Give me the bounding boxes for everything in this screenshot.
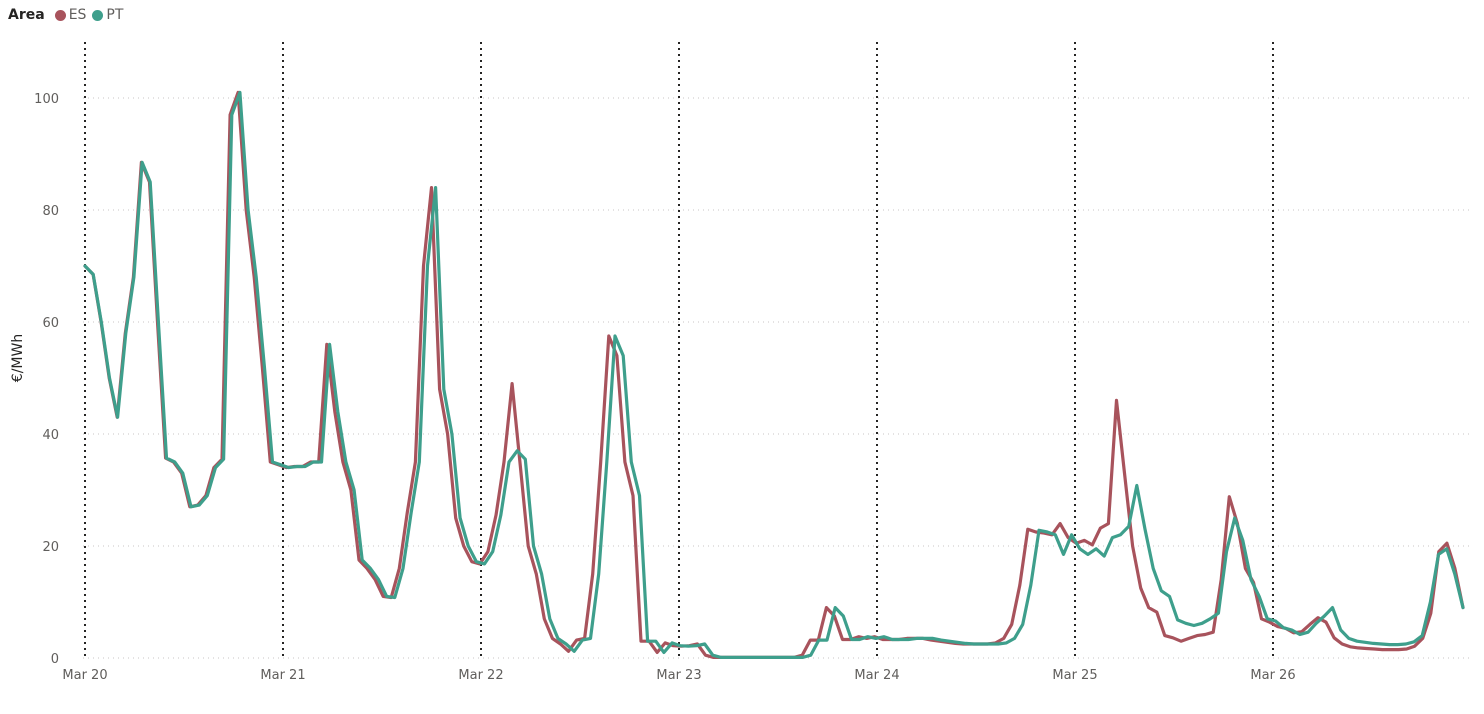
series-line-es[interactable] <box>83 90 1465 660</box>
series-line-pt[interactable] <box>83 90 1465 660</box>
legend-dot-es-icon <box>54 9 66 21</box>
x-tick-label: Mar 20 <box>62 668 107 683</box>
y-tick-label: 20 <box>42 540 59 555</box>
y-tick-label: 40 <box>42 428 59 443</box>
x-tick-label: Mar 22 <box>458 668 503 683</box>
legend-dot-pt-icon <box>92 9 104 21</box>
day-separator-lines <box>84 42 1274 660</box>
y-axis-ticks: 0 20 40 60 80 100 <box>34 92 59 667</box>
x-tick-label: Mar 21 <box>260 668 305 683</box>
legend-label-es: ES <box>68 7 87 23</box>
y-tick-label: 80 <box>42 204 59 219</box>
y-axis-title: €/MWh <box>10 334 26 382</box>
y-tick-label: 0 <box>51 652 59 667</box>
legend-label-pt: PT <box>106 7 124 23</box>
legend-title: Area <box>8 7 45 23</box>
grid-lines <box>83 97 1471 659</box>
y-tick-label: 60 <box>42 316 59 331</box>
x-tick-label: Mar 24 <box>854 668 899 683</box>
legend: Area ES PT <box>8 4 129 26</box>
legend-item-es[interactable]: ES <box>54 7 87 23</box>
x-tick-label: Mar 25 <box>1052 668 1097 683</box>
x-axis-ticks: Mar 20 Mar 21 Mar 22 Mar 23 Mar 24 Mar 25 Mar … <box>62 668 1295 683</box>
x-tick-label: Mar 26 <box>1250 668 1295 683</box>
y-tick-label: 100 <box>34 92 59 107</box>
x-tick-label: Mar 23 <box>656 668 701 683</box>
series-lines <box>83 90 1465 660</box>
legend-item-pt[interactable]: PT <box>92 7 123 23</box>
